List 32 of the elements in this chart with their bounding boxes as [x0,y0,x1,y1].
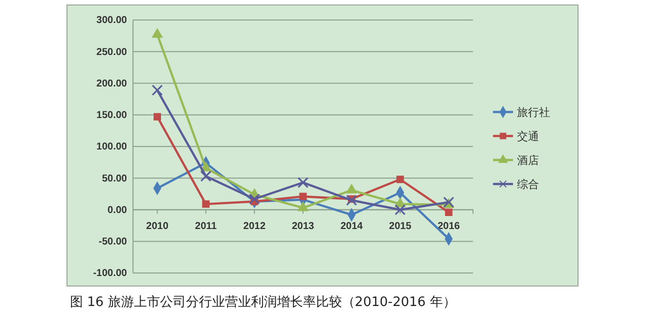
point [202,200,210,208]
y-tick-label: 100.00 [96,142,128,153]
point [396,176,404,184]
point [346,194,358,206]
x-tick-label: 2013 [292,220,315,232]
x-tick-label: 2010 [146,220,169,232]
y-tick-label: 300.00 [96,15,128,26]
y-tick-label: -50.00 [98,236,128,248]
x-tick-label: 2012 [243,220,266,232]
point [152,28,163,38]
point [445,208,452,216]
point [154,113,161,120]
x-tick-label: 2014 [340,220,364,232]
legend-label: 旅行社 [517,106,550,119]
text: 图 16 旅游上市公司分行业营业利润增长率比较（2010-2016 年） [70,294,456,310]
y-tick-label: 50.00 [102,173,128,184]
point [394,204,406,216]
x-tick-label: 2011 [195,220,218,232]
point [297,177,309,188]
legend-label: 酒店 [517,154,539,167]
y-tick-label: 150.00 [96,110,128,122]
legend-label: 交通 [517,130,539,143]
y-tick-label: -100.00 [93,268,128,280]
x-tick-label: 2016 [438,220,460,232]
y-tick-label: 250.00 [96,46,128,58]
y-tick-label: 200.00 [96,78,128,90]
x-tick-label: 2015 [389,220,412,232]
point [200,170,212,182]
legend-label: 综合 [517,178,539,191]
y-tick-label: 0.00 [108,204,128,216]
point [152,84,163,96]
point [248,193,260,205]
